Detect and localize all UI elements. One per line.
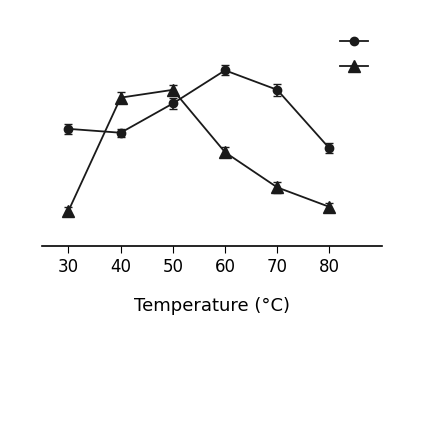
Text: Temperature (°C): Temperature (°C) xyxy=(134,297,290,315)
Legend: , : , xyxy=(337,32,375,77)
